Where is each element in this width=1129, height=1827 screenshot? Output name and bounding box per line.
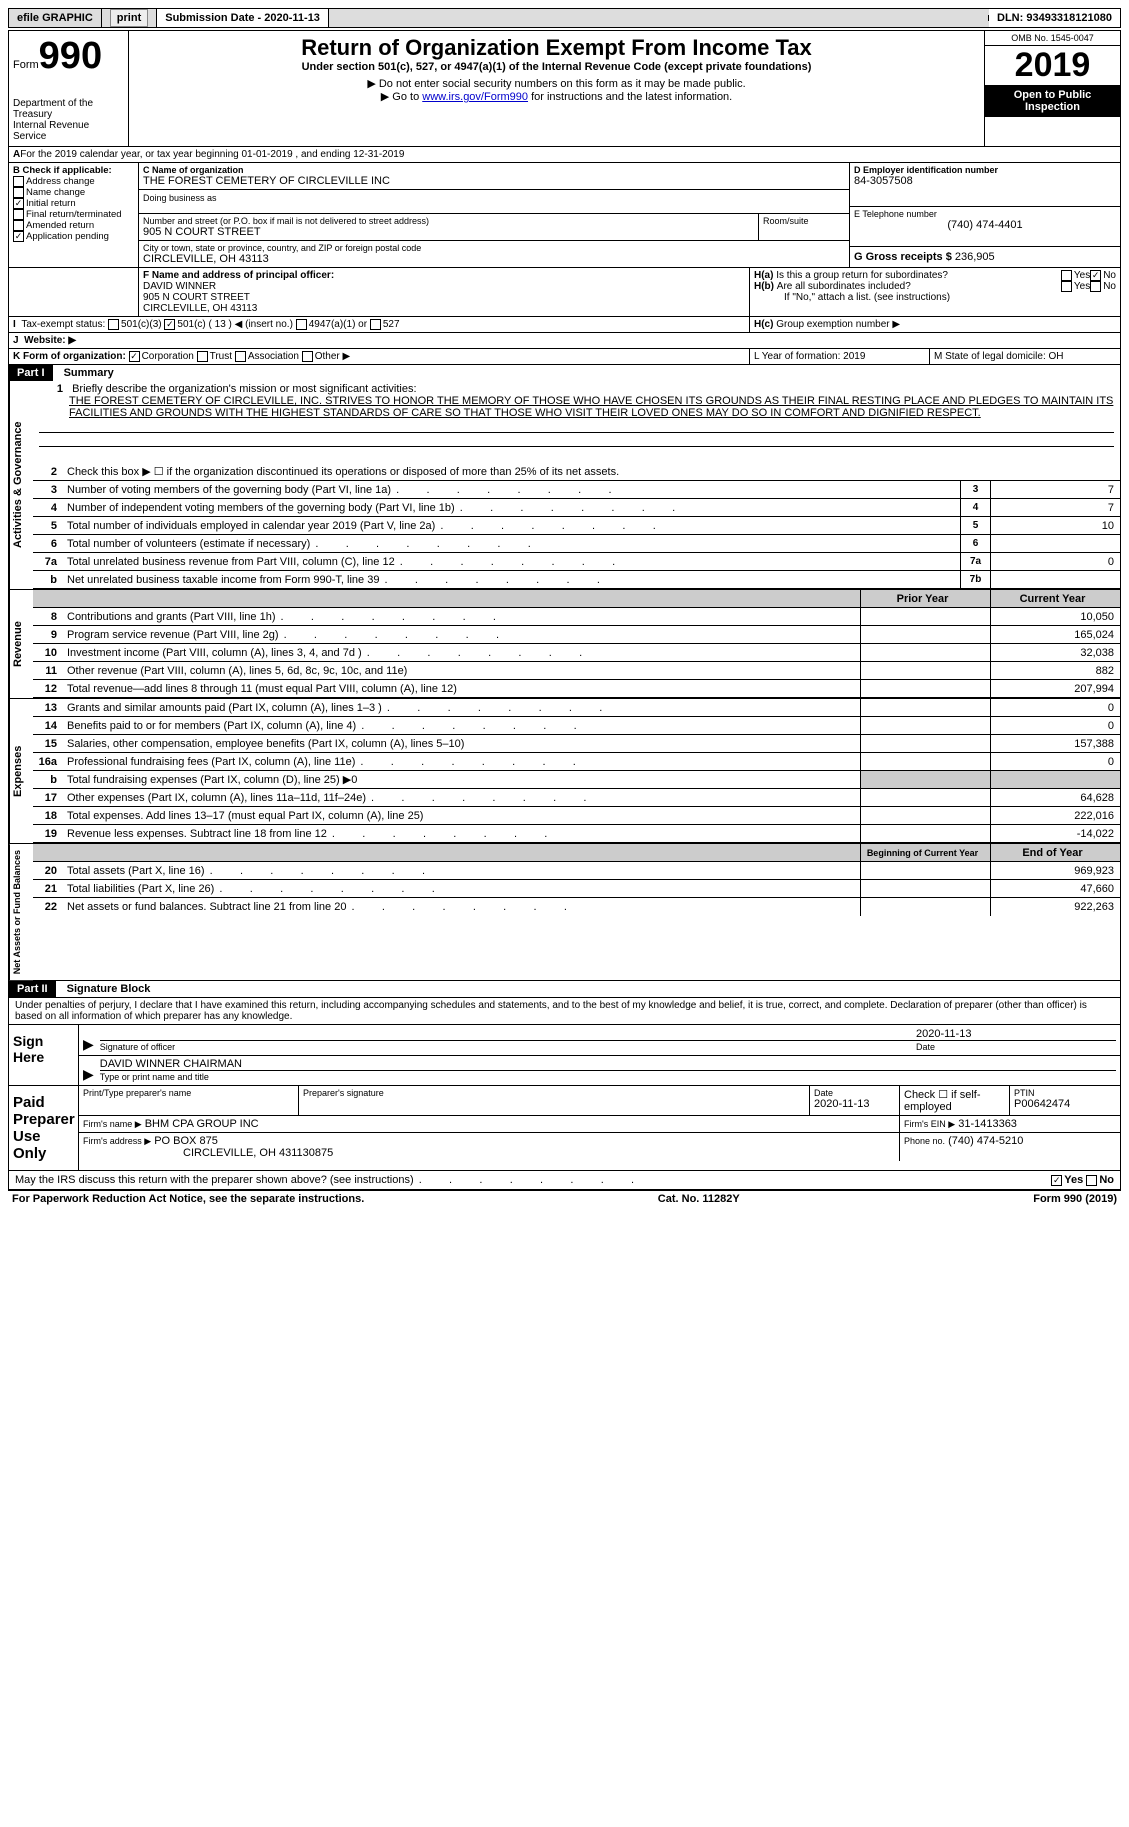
val-18: 222,016 xyxy=(990,807,1120,824)
form-footer: Form 990 (2019) xyxy=(1033,1193,1117,1205)
ein: 84-3057508 xyxy=(854,175,1116,187)
app-pending-check: ✓ xyxy=(13,231,24,242)
val-19: -14,022 xyxy=(990,825,1120,842)
declaration: Under penalties of perjury, I declare th… xyxy=(8,997,1121,1025)
501c-check: ✓ xyxy=(164,319,175,330)
form-subtitle: Under section 501(c), 527, or 4947(a)(1)… xyxy=(133,61,980,73)
arrow-icon: ▶ xyxy=(83,1066,94,1083)
tax-year: 2019 xyxy=(985,46,1120,85)
paid-preparer-label: Paid Preparer Use Only xyxy=(9,1086,79,1170)
period: For the 2019 calendar year, or tax year … xyxy=(20,149,404,160)
note-1: ▶ Do not enter social security numbers o… xyxy=(133,77,980,90)
val-10: 32,038 xyxy=(990,644,1120,661)
firm-phone: (740) 474-5210 xyxy=(948,1135,1023,1147)
val-9: 165,024 xyxy=(990,626,1120,643)
form-title: Return of Organization Exempt From Incom… xyxy=(133,35,980,61)
val-3: 7 xyxy=(990,481,1120,498)
officer-name: DAVID WINNER xyxy=(143,281,745,292)
val-8: 10,050 xyxy=(990,608,1120,625)
form-label: Form xyxy=(13,59,39,71)
part1-header: Part I xyxy=(9,365,53,381)
year-formation: L Year of formation: 2019 xyxy=(750,349,930,364)
ptin: P00642474 xyxy=(1014,1098,1116,1110)
vert-revenue: Revenue xyxy=(9,590,33,698)
corp-check: ✓ xyxy=(129,351,140,362)
val-5: 10 xyxy=(990,517,1120,534)
val-7a: 0 xyxy=(990,553,1120,570)
arrow-icon: ▶ xyxy=(83,1036,94,1053)
form-header: Form990 Department of the Treasury Inter… xyxy=(8,30,1121,147)
initial-return-check: ✓ xyxy=(13,198,24,209)
note-2: ▶ Go to www.irs.gov/Form990 for instruct… xyxy=(133,90,980,103)
val-4: 7 xyxy=(990,499,1120,516)
vert-expenses: Expenses xyxy=(9,699,33,843)
val-12: 207,994 xyxy=(990,680,1120,697)
mission-text: THE FOREST CEMETERY OF CIRCLEVILLE, INC.… xyxy=(39,395,1114,419)
val-16a: 0 xyxy=(990,753,1120,770)
submission-date: Submission Date - 2020-11-13 xyxy=(157,9,329,27)
sign-here-label: Sign Here xyxy=(9,1025,79,1085)
firm-name: BHM CPA GROUP INC xyxy=(145,1118,259,1130)
val-15: 157,388 xyxy=(990,735,1120,752)
efile-label: efile GRAPHIC xyxy=(9,9,102,27)
val-14: 0 xyxy=(990,717,1120,734)
print-button[interactable]: print xyxy=(110,9,148,27)
discuss-yes-check: ✓ xyxy=(1051,1175,1062,1186)
irs-label: Internal Revenue Service xyxy=(13,120,124,142)
val-11: 882 xyxy=(990,662,1120,679)
val-7b xyxy=(990,571,1120,588)
val-21: 47,660 xyxy=(990,880,1120,897)
form-number: 990 xyxy=(39,35,102,77)
val-20: 969,923 xyxy=(990,862,1120,879)
part2-header: Part II xyxy=(9,981,56,997)
open-inspection: Open to Public Inspection xyxy=(985,85,1120,117)
ha-no-check: ✓ xyxy=(1090,270,1101,281)
firm-addr: PO BOX 875 xyxy=(154,1135,218,1147)
val-22: 922,263 xyxy=(990,898,1120,916)
dept-label: Department of the Treasury xyxy=(13,98,124,120)
cat-no: Cat. No. 11282Y xyxy=(658,1193,740,1205)
irs-link[interactable]: www.irs.gov/Form990 xyxy=(422,91,528,103)
top-toolbar: efile GRAPHIC print Submission Date - 20… xyxy=(8,8,1121,28)
val-6 xyxy=(990,535,1120,552)
section-b: B Check if applicable: Address change Na… xyxy=(9,163,139,267)
omb-number: OMB No. 1545-0047 xyxy=(985,31,1120,46)
org-name: THE FOREST CEMETERY OF CIRCLEVILLE INC xyxy=(143,175,845,187)
val-17: 64,628 xyxy=(990,789,1120,806)
phone: (740) 474-4401 xyxy=(854,219,1116,231)
gross-receipts: 236,905 xyxy=(955,251,995,263)
city-state: CIRCLEVILLE, OH 43113 xyxy=(143,253,845,265)
pra-notice: For Paperwork Reduction Act Notice, see … xyxy=(12,1193,364,1205)
firm-ein: 31-1413363 xyxy=(958,1118,1017,1130)
officer-name-sig: DAVID WINNER CHAIRMAN xyxy=(100,1058,1116,1071)
val-13: 0 xyxy=(990,699,1120,716)
vert-governance: Activities & Governance xyxy=(9,381,33,589)
prep-date: 2020-11-13 xyxy=(814,1098,895,1110)
street-address: 905 N COURT STREET xyxy=(143,226,754,238)
dln: DLN: 93493318121080 xyxy=(989,9,1120,27)
sig-date: 2020-11-13 xyxy=(916,1028,1116,1041)
vert-netassets: Net Assets or Fund Balances xyxy=(9,844,33,980)
state-domicile: M State of legal domicile: OH xyxy=(930,349,1120,364)
